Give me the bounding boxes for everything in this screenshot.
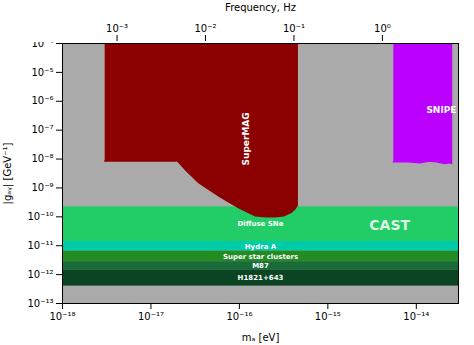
svg-text:SuperMAG: SuperMAG: [241, 112, 251, 165]
svg-text:10⁻³: 10⁻³: [106, 23, 128, 34]
svg-text:10⁻¹⁴: 10⁻¹⁴: [403, 311, 429, 322]
svg-text:Diffuse SNe: Diffuse SNe: [238, 220, 284, 228]
svg-text:10⁻⁷: 10⁻⁷: [31, 124, 53, 135]
svg-text:10⁻¹³: 10⁻¹³: [27, 298, 53, 309]
svg-text:10⁻¹²: 10⁻¹²: [27, 269, 53, 280]
svg-text:10⁻¹⁷: 10⁻¹⁷: [138, 311, 164, 322]
svg-text:10⁻¹⁵: 10⁻¹⁵: [315, 311, 341, 322]
svg-text:SNIPE Hunt: SNIPE Hunt: [426, 105, 474, 115]
svg-text:|gₐᵧ| [GeV⁻¹]: |gₐᵧ| [GeV⁻¹]: [2, 143, 14, 205]
svg-text:10⁻¹⁸: 10⁻¹⁸: [49, 311, 75, 322]
svg-text:10⁻⁴: 10⁻⁴: [31, 42, 53, 49]
svg-text:10⁻¹⁶: 10⁻¹⁶: [226, 311, 252, 322]
svg-text:H1821+643: H1821+643: [238, 274, 284, 282]
svg-text:mₐ [eV]: mₐ [eV]: [242, 332, 280, 343]
svg-text:10⁻⁶: 10⁻⁶: [31, 95, 53, 106]
svg-text:Frequency, Hz: Frequency, Hz: [225, 2, 296, 13]
svg-text:10⁻¹: 10⁻¹: [283, 23, 305, 34]
svg-text:10⁰: 10⁰: [374, 23, 391, 34]
svg-text:10⁻¹⁰: 10⁻¹⁰: [27, 211, 53, 222]
svg-text:10⁻²: 10⁻²: [194, 23, 216, 34]
svg-text:Super star clusters: Super star clusters: [223, 253, 298, 261]
svg-text:M87: M87: [252, 262, 269, 270]
svg-text:10⁻¹¹: 10⁻¹¹: [27, 240, 53, 251]
svg-text:10⁻⁸: 10⁻⁸: [31, 153, 53, 164]
svg-text:10⁻⁹: 10⁻⁹: [31, 182, 53, 193]
svg-text:10⁻⁵: 10⁻⁵: [31, 67, 53, 78]
svg-text:CAST: CAST: [369, 217, 410, 233]
svg-text:Hydra A: Hydra A: [245, 243, 277, 251]
